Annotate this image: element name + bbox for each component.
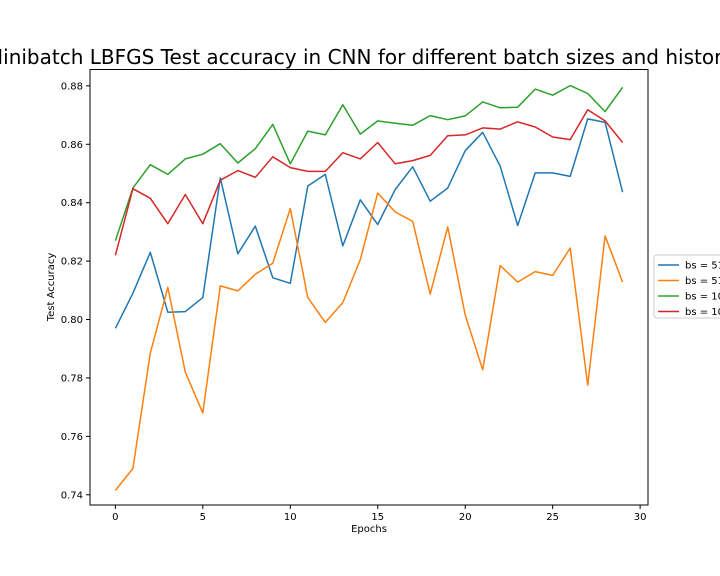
y-tick-label: 0.86: [61, 140, 83, 151]
y-tick-label: 0.82: [61, 257, 83, 268]
y-tick-label: 0.84: [61, 198, 83, 209]
x-tick-label: 10: [284, 512, 297, 523]
legend-label-1: bs = 51: [685, 276, 720, 287]
axes-frame: [89, 69, 649, 506]
x-tick-label: 25: [546, 512, 559, 523]
y-tick-label: 0.76: [61, 432, 83, 443]
series-line-2: [114, 84, 624, 241]
legend-label-3: bs = 10: [685, 307, 720, 318]
x-tick-label: 15: [371, 512, 384, 523]
legend: bs = 51 bs = 51 bs = 10 bs = 10: [653, 254, 720, 319]
x-tick-label: 5: [200, 512, 206, 523]
y-tick-label: 0.74: [61, 490, 83, 501]
legend-label-0: bs = 51: [685, 261, 720, 272]
x-axis-label: Epochs: [351, 524, 387, 535]
legend-label-2: bs = 10: [685, 292, 720, 303]
series-line-3: [114, 109, 624, 256]
x-tick-label: 30: [634, 512, 647, 523]
chart-title: Minibatch LBFGS Test accuracy in CNN for…: [0, 45, 720, 69]
y-tick-label: 0.88: [61, 81, 83, 92]
y-axis: 0.74 0.76 0.78 0.80 0.82 0.84 0.86 0.88: [61, 81, 90, 501]
series-layer: [114, 84, 624, 491]
legend-box: [653, 254, 720, 319]
series-line-0: [114, 118, 624, 329]
x-tick-label: 20: [459, 512, 472, 523]
x-tick-label: 0: [112, 512, 118, 523]
x-axis: 0 5 10 15 20 25 30: [112, 505, 646, 523]
plot-area: [89, 69, 649, 506]
y-axis-label: Test Accuracy: [46, 253, 57, 323]
y-tick-label: 0.78: [61, 373, 83, 384]
series-line-1: [114, 192, 624, 491]
y-tick-label: 0.80: [61, 315, 83, 326]
